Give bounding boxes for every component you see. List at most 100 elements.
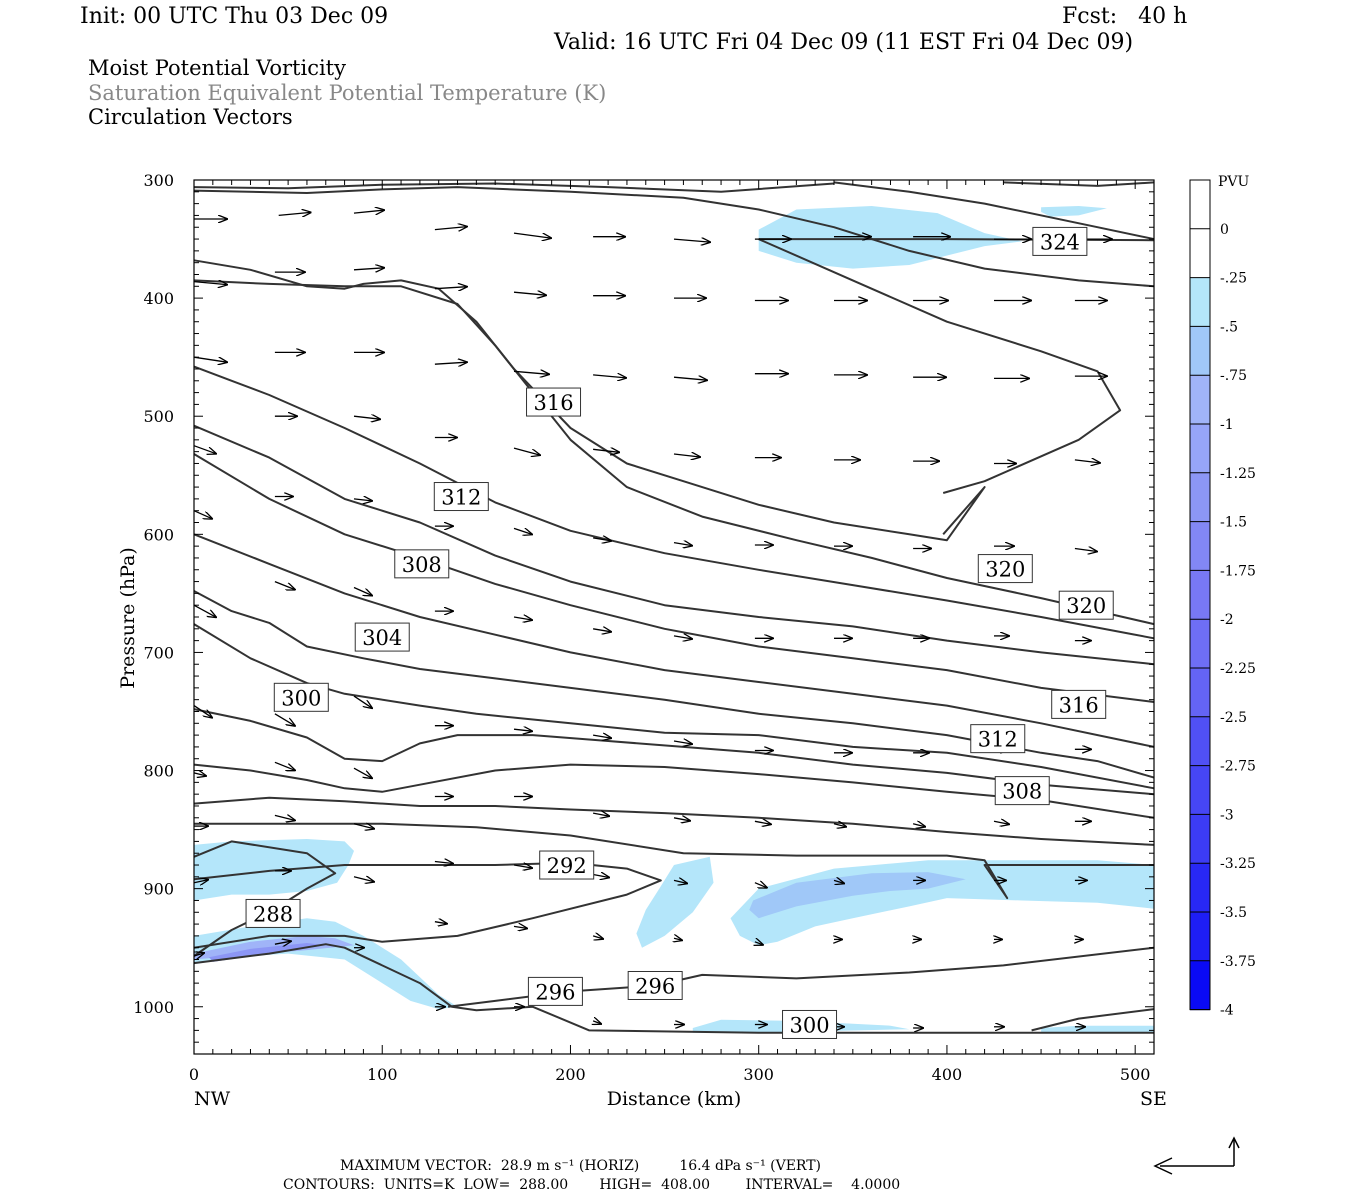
circulation-vector (278, 212, 311, 215)
contour-label: 320 (1066, 594, 1106, 618)
circulation-vector (673, 454, 700, 457)
circulation-vector (513, 292, 546, 295)
y-tick-label: 800 (143, 762, 174, 781)
contour-line-312 (193, 708, 1155, 796)
circulation-vector (592, 735, 611, 738)
colorbar-swatch (1190, 570, 1210, 620)
circulation-vector (993, 821, 1009, 824)
contour-label-box (354, 622, 410, 652)
contour-label: 300 (789, 1013, 829, 1037)
colorbar-label: -2.5 (1220, 710, 1247, 726)
circulation-vector (274, 815, 295, 820)
circulation-vector (434, 362, 467, 364)
circulation-vector (353, 499, 372, 501)
circulation-vector (673, 377, 707, 380)
circulation-vector (434, 227, 467, 230)
circulation-vector (673, 636, 692, 639)
colorbar-label: -.25 (1220, 271, 1247, 287)
x-tick-label: 500 (1120, 1065, 1151, 1084)
circulation-vector (755, 942, 763, 945)
colorbar-label: -.5 (1220, 319, 1238, 335)
circulation-vector (1074, 549, 1097, 552)
contour-label: 300 (281, 686, 321, 710)
circulation-vector (434, 287, 467, 289)
colorbar-label: -.75 (1220, 368, 1247, 384)
valid-time: Valid: 16 UTC Fri 04 Dec 09 (11 EST Fri … (554, 30, 1134, 55)
circulation-vector (353, 695, 372, 708)
circulation-vector (673, 880, 687, 883)
circulation-vector (592, 538, 611, 541)
colorbar-swatch (1190, 521, 1210, 571)
colorbar-label: -1 (1220, 417, 1234, 433)
circulation-vector (193, 773, 206, 776)
colorbar-label: -2.25 (1220, 661, 1256, 677)
reference-vector (1153, 1136, 1240, 1175)
circulation-vector (353, 586, 372, 596)
colorbar-swatch (1190, 668, 1210, 718)
pv-shade-region-10 (1041, 1025, 1154, 1033)
colorbar-swatch (1190, 765, 1210, 815)
contour-info: CONTOURS: UNITS=K LOW= 288.00 HIGH= 408.… (283, 1177, 901, 1193)
x-tick-label: 200 (555, 1065, 586, 1084)
contour-label-box (245, 898, 301, 928)
pvu-colorbar: 0 -.25 -.5 -.75 -1 -1.25 -1.5 -1.75 -2 -2.25 -2.5 -… (1189, 179, 1256, 1019)
circulation-vector (592, 875, 609, 878)
circulation-vector (353, 268, 384, 270)
colorbar-label: -4 (1220, 1003, 1234, 1019)
contour-line-336 (193, 365, 1155, 640)
y-tick-label: 500 (143, 407, 174, 426)
contour-label-box (970, 724, 1026, 754)
title-vectors: Circulation Vectors (88, 105, 293, 129)
circulation-vector (193, 445, 216, 454)
circulation-vector (673, 741, 692, 744)
colorbar-swatch (1190, 472, 1210, 523)
circulation-vector (193, 880, 208, 883)
contour-label: 312 (978, 728, 1018, 752)
y-tick-label: 900 (143, 880, 174, 899)
colorbar-swatch (1190, 326, 1210, 376)
contour-label-box (526, 387, 582, 417)
contour-line-296 (447, 946, 1155, 1008)
contour-label-box (273, 682, 329, 712)
circulation-vector (833, 824, 846, 827)
circulation-vector (353, 877, 374, 882)
x-tick-label: 100 (367, 1065, 398, 1084)
contour-label-box (539, 850, 595, 880)
contour-line-292 (193, 861, 662, 949)
pv-shade-region-7 (758, 206, 1023, 269)
circulation-vector (513, 371, 549, 374)
circulation-vector (592, 813, 609, 816)
contour-line-328 (193, 453, 1155, 703)
circulation-vector (434, 922, 447, 924)
colorbar-label: -1.75 (1220, 563, 1256, 579)
contour-line-340 (193, 279, 1155, 626)
y-axis-title: Pressure (hPa) (117, 547, 139, 689)
contour-label: 288 (253, 902, 293, 926)
title-theta-es: Saturation Equivalent Potential Temperat… (88, 81, 607, 105)
circulation-vector (673, 239, 710, 242)
circulation-vector (513, 926, 527, 928)
y-tick-label: 700 (143, 643, 174, 662)
circulation-vector (513, 865, 532, 868)
circulation-vector (833, 880, 844, 883)
contour-label: 308 (1002, 780, 1042, 804)
title-pv: Moist Potential Vorticity (88, 56, 346, 80)
x-tick-label: 300 (743, 1065, 774, 1084)
colorbar-swatch (1190, 424, 1210, 474)
contour-label-box (527, 976, 583, 1006)
circulation-vector (513, 232, 551, 238)
contour-line-344 (193, 259, 986, 542)
contour-label: 316 (1059, 693, 1099, 717)
contour-label: 292 (547, 854, 587, 878)
y-tick-label: 300 (143, 171, 174, 190)
circulation-vector (193, 356, 227, 362)
y-tick-label: 1000 (133, 998, 174, 1017)
x-end-label-nw: NW (194, 1088, 231, 1110)
contour-line-300 (1031, 1008, 1155, 1032)
colorbar-swatch (1190, 180, 1210, 230)
pv-shade-region-1 (194, 918, 458, 1010)
circulation-vector (193, 705, 212, 718)
circulation-vector (353, 824, 374, 829)
colorbar-label: -1.25 (1220, 466, 1256, 482)
